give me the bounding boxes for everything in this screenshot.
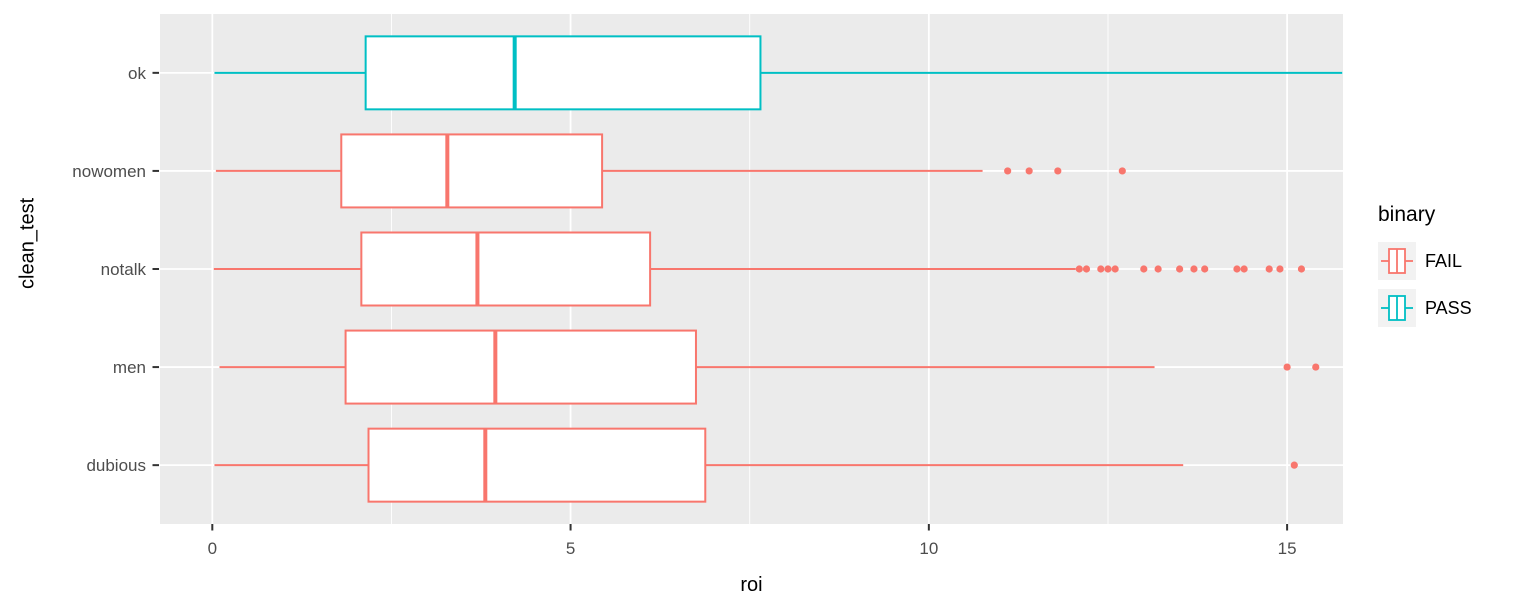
legend: binary FAIL PASS: [1378, 203, 1472, 336]
legend-label-pass: PASS: [1425, 297, 1472, 318]
outlier-point-men: [1312, 363, 1320, 371]
y-axis-category-label-notalk: notalk: [101, 260, 147, 279]
legend-item-fail: FAIL: [1378, 242, 1472, 280]
boxplot-key-icon: [1378, 289, 1416, 327]
outlier-point-notalk: [1240, 265, 1248, 273]
outlier-point-notalk: [1190, 265, 1198, 273]
x-axis-tick-label-15: 15: [1278, 539, 1297, 558]
y-axis-title: clean_test: [16, 197, 39, 289]
legend-item-pass: PASS: [1378, 289, 1472, 327]
boxplot-key-icon: [1378, 242, 1416, 280]
outlier-point-nowomen: [1025, 167, 1033, 175]
x-axis-tick-label-0: 0: [208, 539, 217, 558]
outlier-point-notalk: [1154, 265, 1162, 273]
outlier-point-notalk: [1097, 265, 1105, 273]
outlier-point-men: [1283, 363, 1291, 371]
legend-label-fail: FAIL: [1425, 250, 1463, 271]
x-axis-tick-label-5: 5: [566, 539, 575, 558]
outlier-point-notalk: [1082, 265, 1091, 273]
y-axis-category-label-dubious: dubious: [86, 456, 146, 475]
outlier-point-notalk: [1276, 265, 1284, 273]
outlier-point-nowomen: [1118, 167, 1126, 175]
outlier-point-notalk: [1075, 265, 1083, 273]
outlier-point-nowomen: [1004, 167, 1012, 175]
outlier-point-notalk: [1176, 265, 1184, 273]
box-ok: [364, 35, 762, 111]
y-axis-category-label-nowomen: nowomen: [72, 162, 146, 181]
box-dubious: [367, 427, 707, 503]
outlier-point-dubious: [1290, 461, 1298, 469]
outlier-point-notalk: [1201, 265, 1209, 273]
outlier-point-notalk: [1104, 265, 1112, 273]
outlier-point-notalk: [1233, 265, 1241, 273]
x-axis-tick-label-10: 10: [919, 539, 938, 558]
outlier-point-notalk: [1297, 265, 1306, 273]
legend-title: binary: [1378, 203, 1436, 226]
box-notalk: [360, 231, 652, 307]
box-nowomen: [340, 133, 604, 209]
outlier-point-notalk: [1140, 265, 1148, 273]
box-men: [344, 329, 697, 405]
y-axis-category-label-ok: ok: [128, 64, 146, 83]
outlier-point-notalk: [1111, 265, 1119, 273]
x-axis-title: roi: [740, 574, 763, 596]
y-axis-category-label-men: men: [113, 358, 146, 377]
outlier-point-notalk: [1265, 265, 1273, 273]
outlier-point-nowomen: [1054, 167, 1062, 175]
